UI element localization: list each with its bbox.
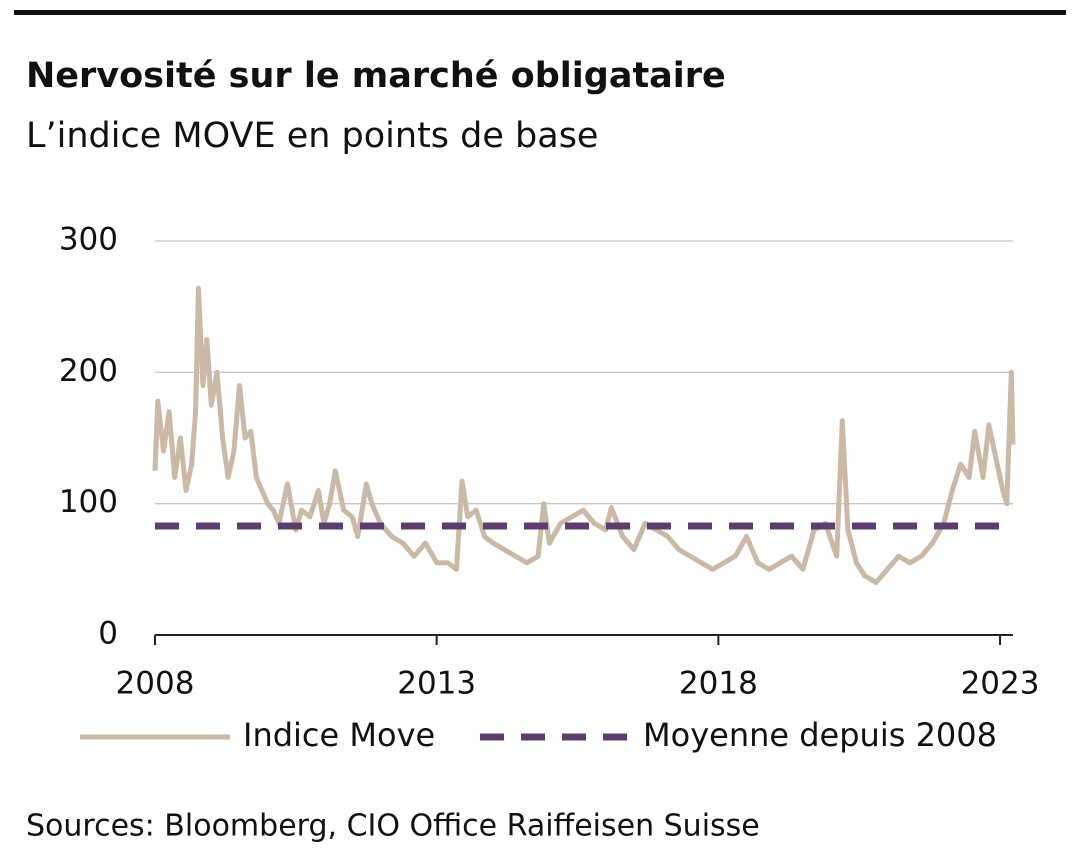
x-tick-label: 2013 bbox=[397, 666, 476, 702]
legend-label: Moyenne depuis 2008 bbox=[643, 716, 997, 754]
chart-subtitle: L’indice MOVE en points de base bbox=[26, 116, 598, 156]
legend-label: Indice Move bbox=[243, 716, 435, 754]
chart-title: Nervosité sur le marché obligataire bbox=[26, 56, 726, 96]
x-tick-label: 2008 bbox=[116, 666, 195, 702]
y-tick-label: 100 bbox=[59, 484, 118, 520]
y-tick-label: 0 bbox=[98, 616, 118, 652]
series-line bbox=[152, 285, 1016, 585]
y-tick-label: 200 bbox=[59, 353, 118, 389]
y-tick-label: 300 bbox=[59, 222, 118, 258]
top-rule bbox=[14, 10, 1066, 15]
source: Sources: Bloomberg, CIO Office Raiffeise… bbox=[26, 809, 760, 844]
x-tick-label: 2023 bbox=[961, 666, 1040, 702]
x-tick-label: 2018 bbox=[679, 666, 758, 702]
